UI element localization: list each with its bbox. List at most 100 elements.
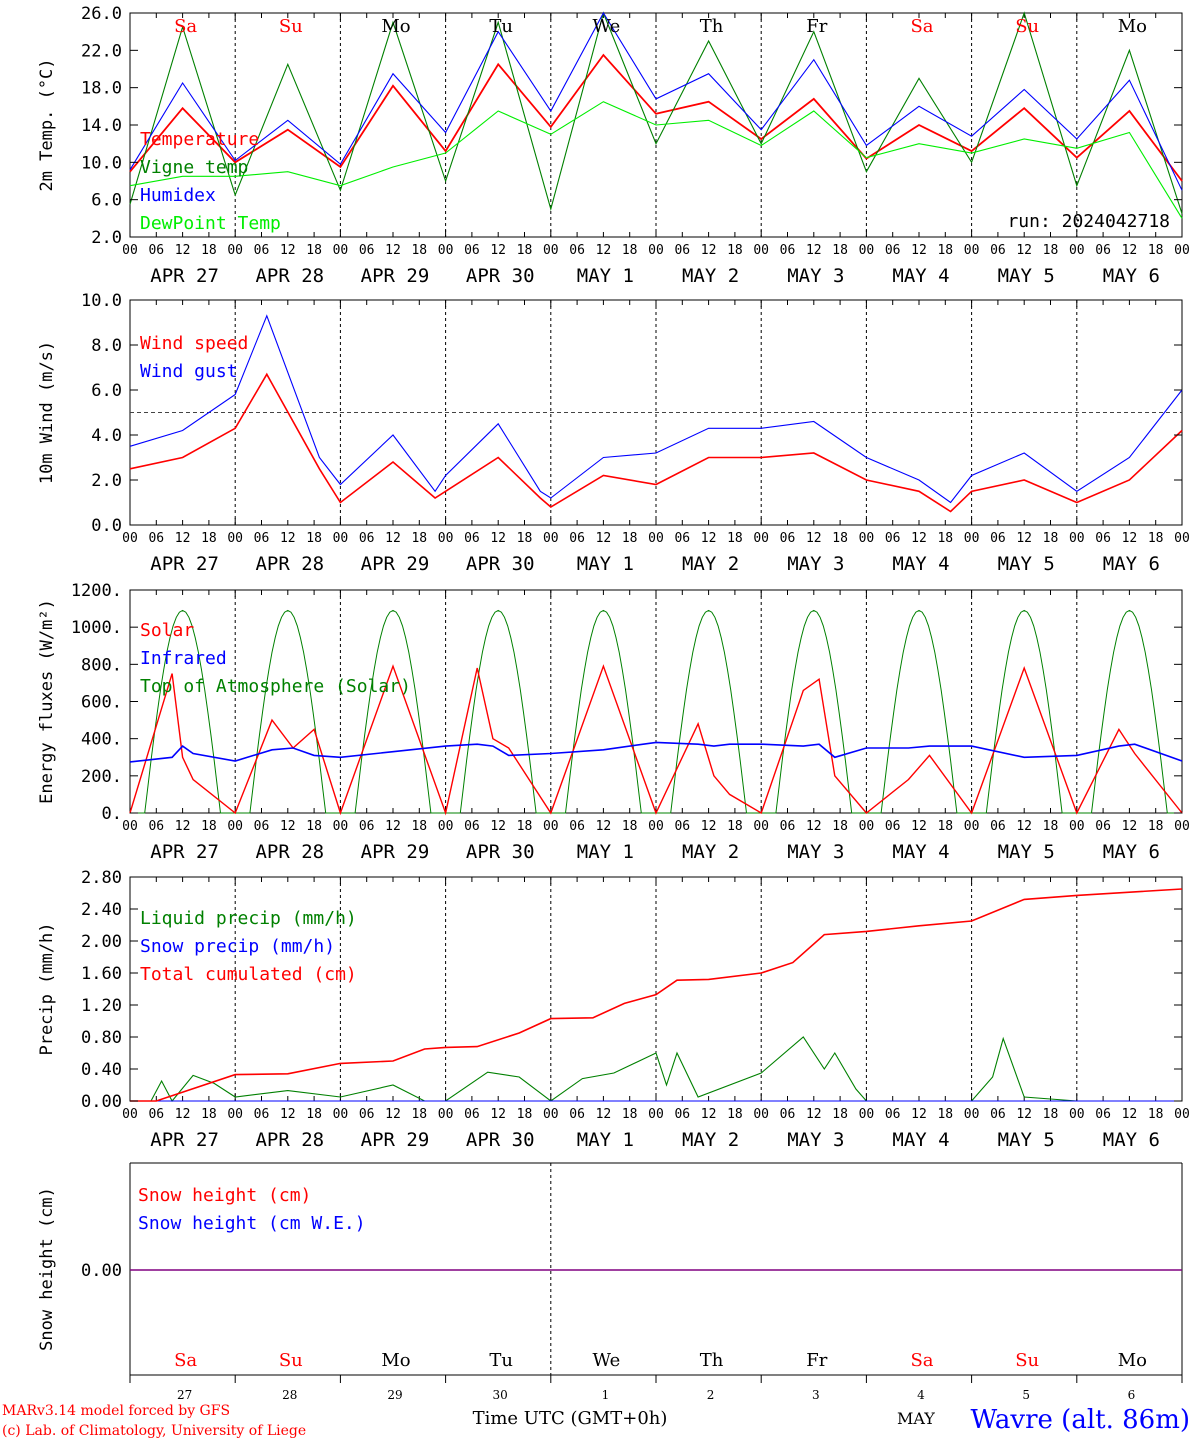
wind-hour-label: 12 xyxy=(701,531,717,546)
energy-hour-label: 00 xyxy=(964,819,980,834)
temp-day-name: Sa xyxy=(174,16,197,37)
temp-hour-label: 00 xyxy=(227,243,243,258)
energy-hour-label: 00 xyxy=(648,819,664,834)
temp-day-name: Mo xyxy=(381,16,410,37)
precip-hour-label: 00 xyxy=(859,1107,875,1122)
wind-hour-label: 06 xyxy=(464,531,480,546)
precip-legend-entry: Liquid precip (mm/h) xyxy=(140,908,357,929)
precip-hour-label: 00 xyxy=(753,1107,769,1122)
energy-hour-label: 18 xyxy=(1148,819,1164,834)
energy-hour-label: 12 xyxy=(1016,819,1032,834)
temp-ytick-label: 6.0 xyxy=(91,191,122,211)
energy-hour-label: 18 xyxy=(727,819,743,834)
temp-hour-label: 12 xyxy=(806,243,822,258)
temp-day-name: We xyxy=(593,16,621,37)
energy-hour-label: 18 xyxy=(832,819,848,834)
snow-day-number: 29 xyxy=(387,1388,402,1402)
temp-hour-label: 00 xyxy=(648,243,664,258)
energy-solar-line xyxy=(129,664,1183,816)
precip-date-label: APR 29 xyxy=(361,1129,430,1151)
snow-day-number: 2 xyxy=(707,1388,715,1402)
precip-hour-label: 00 xyxy=(964,1107,980,1122)
energy-hour-label: 00 xyxy=(227,819,243,834)
snow-day-number: 4 xyxy=(917,1388,925,1402)
temp-hour-label: 12 xyxy=(490,243,506,258)
temp-hour-label: 06 xyxy=(780,243,796,258)
wind-hour-label: 00 xyxy=(122,531,138,546)
temp-day-name: Mo xyxy=(1118,16,1147,37)
energy-date-label: MAY 3 xyxy=(787,841,844,863)
precip-hour-label: 00 xyxy=(1174,1107,1190,1122)
energy-date-label: MAY 5 xyxy=(998,841,1055,863)
energy-hour-label: 06 xyxy=(569,819,585,834)
wind-date-label: MAY 2 xyxy=(682,553,739,575)
precip-date-label: MAY 4 xyxy=(892,1129,949,1151)
snow-day-name: Tu xyxy=(489,1350,513,1371)
temp-legend-entry: Vigne temp xyxy=(140,157,248,178)
precip-hour-label: 18 xyxy=(1043,1107,1059,1122)
precip-date-label: MAY 2 xyxy=(682,1129,739,1151)
temp-day-name: Fr xyxy=(806,16,827,37)
snow-legend-entry: Snow height (cm) xyxy=(138,1185,311,1206)
energy-hour-label: 06 xyxy=(148,819,164,834)
precip-hour-label: 18 xyxy=(937,1107,953,1122)
wind-hour-label: 06 xyxy=(885,531,901,546)
precip-hour-label: 12 xyxy=(490,1107,506,1122)
temp-hour-label: 06 xyxy=(254,243,270,258)
wind-hour-label: 00 xyxy=(227,531,243,546)
wind-date-label: APR 30 xyxy=(466,553,535,575)
energy-hour-label: 06 xyxy=(780,819,796,834)
wind-date-label: MAY 4 xyxy=(892,553,949,575)
wind-hour-label: 12 xyxy=(1122,531,1138,546)
snow-day-number: 6 xyxy=(1128,1388,1136,1402)
temp-date-label: APR 30 xyxy=(466,265,535,287)
wind-date-label: APR 27 xyxy=(150,553,219,575)
energy-hour-label: 18 xyxy=(622,819,638,834)
precip-hour-label: 12 xyxy=(911,1107,927,1122)
temp-date-label: APR 29 xyxy=(361,265,430,287)
snow-day-name: Sa xyxy=(174,1350,197,1371)
snow-day-number: 1 xyxy=(602,1388,610,1402)
temp-hour-label: 12 xyxy=(596,243,612,258)
precip-hour-label: 18 xyxy=(832,1107,848,1122)
energy-hour-label: 18 xyxy=(937,819,953,834)
temp-series-line xyxy=(129,53,1183,182)
temp-hour-label: 00 xyxy=(1174,243,1190,258)
precip-hour-label: 12 xyxy=(280,1107,296,1122)
precip-hour-label: 00 xyxy=(333,1107,349,1122)
snow-day-name: Fr xyxy=(806,1350,827,1371)
precip-date-label: MAY 5 xyxy=(998,1129,1055,1151)
temp-ytick-label: 14.0 xyxy=(81,116,122,136)
wind-hour-label: 00 xyxy=(438,531,454,546)
precip-hour-label: 18 xyxy=(201,1107,217,1122)
energy-hour-label: 06 xyxy=(990,819,1006,834)
temp-legend-entry: Temperature xyxy=(140,129,259,150)
wind-hour-label: 06 xyxy=(780,531,796,546)
wind-hour-label: 06 xyxy=(254,531,270,546)
energy-frame xyxy=(129,589,1183,814)
wind-hour-label: 18 xyxy=(622,531,638,546)
temp-hour-label: 12 xyxy=(911,243,927,258)
energy-hour-label: 00 xyxy=(753,819,769,834)
energy-hour-label: 06 xyxy=(254,819,270,834)
energy-hour-label: 18 xyxy=(1043,819,1059,834)
wind-hour-label: 06 xyxy=(359,531,375,546)
precip-hour-label: 12 xyxy=(806,1107,822,1122)
wind-hour-label: 00 xyxy=(1069,531,1085,546)
temp-hour-label: 00 xyxy=(1069,243,1085,258)
energy-hour-label: 06 xyxy=(1095,819,1111,834)
wind-hour-label: 00 xyxy=(648,531,664,546)
wind-hour-label: 12 xyxy=(175,531,191,546)
energy-hour-label: 18 xyxy=(517,819,533,834)
temp-hour-label: 12 xyxy=(385,243,401,258)
precip-legend-entry: Total cumulated (cm) xyxy=(140,964,357,985)
temp-hour-label: 06 xyxy=(148,243,164,258)
wind-legend-entry: Wind gust xyxy=(140,361,238,382)
wind-series-line xyxy=(129,372,1183,513)
temp-hour-label: 12 xyxy=(175,243,191,258)
energy-hour-label: 18 xyxy=(411,819,427,834)
temp-day-name: Th xyxy=(700,16,724,37)
wind-hour-label: 00 xyxy=(753,531,769,546)
energy-legend-entry: Infrared xyxy=(140,648,227,669)
precip-date-label: APR 28 xyxy=(255,1129,324,1151)
